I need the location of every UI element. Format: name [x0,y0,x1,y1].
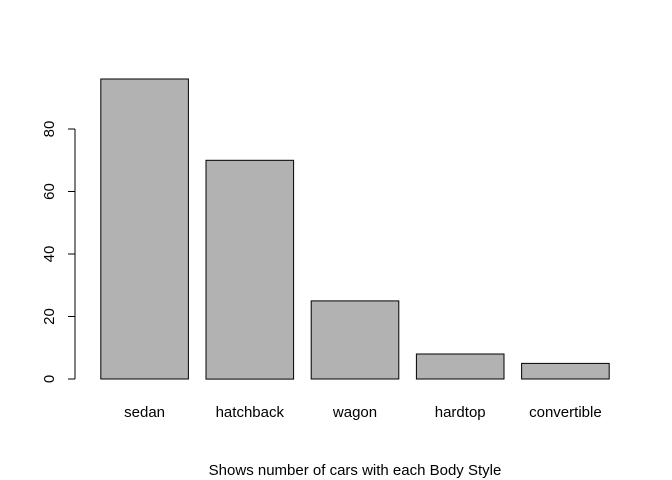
x-tick-label-hardtop: hardtop [435,404,486,421]
bar-hatchback [205,159,295,380]
y-tick-label-0: 0 [41,375,58,383]
bar-hardtop [415,353,505,380]
bar-sedan [100,78,189,380]
y-tick-label-20: 20 [41,308,58,325]
x-axis-labels: sedan hatchback wagon hardtop convertible [124,404,602,421]
y-tick-label-80: 80 [41,121,58,138]
y-axis: 0 20 40 60 80 [41,121,76,383]
y-tick-label-60: 60 [41,183,58,200]
y-tick-label-40: 40 [41,246,58,263]
x-tick-label-convertible: convertible [529,404,602,421]
bars-group [100,78,610,380]
x-tick-label-hatchback: hatchback [216,404,285,421]
bar-convertible [521,362,610,380]
x-tick-label-wagon: wagon [332,404,377,421]
bar-wagon [310,300,400,380]
x-axis-title: Shows number of cars with each Body Styl… [209,462,502,479]
x-tick-label-sedan: sedan [124,404,165,421]
